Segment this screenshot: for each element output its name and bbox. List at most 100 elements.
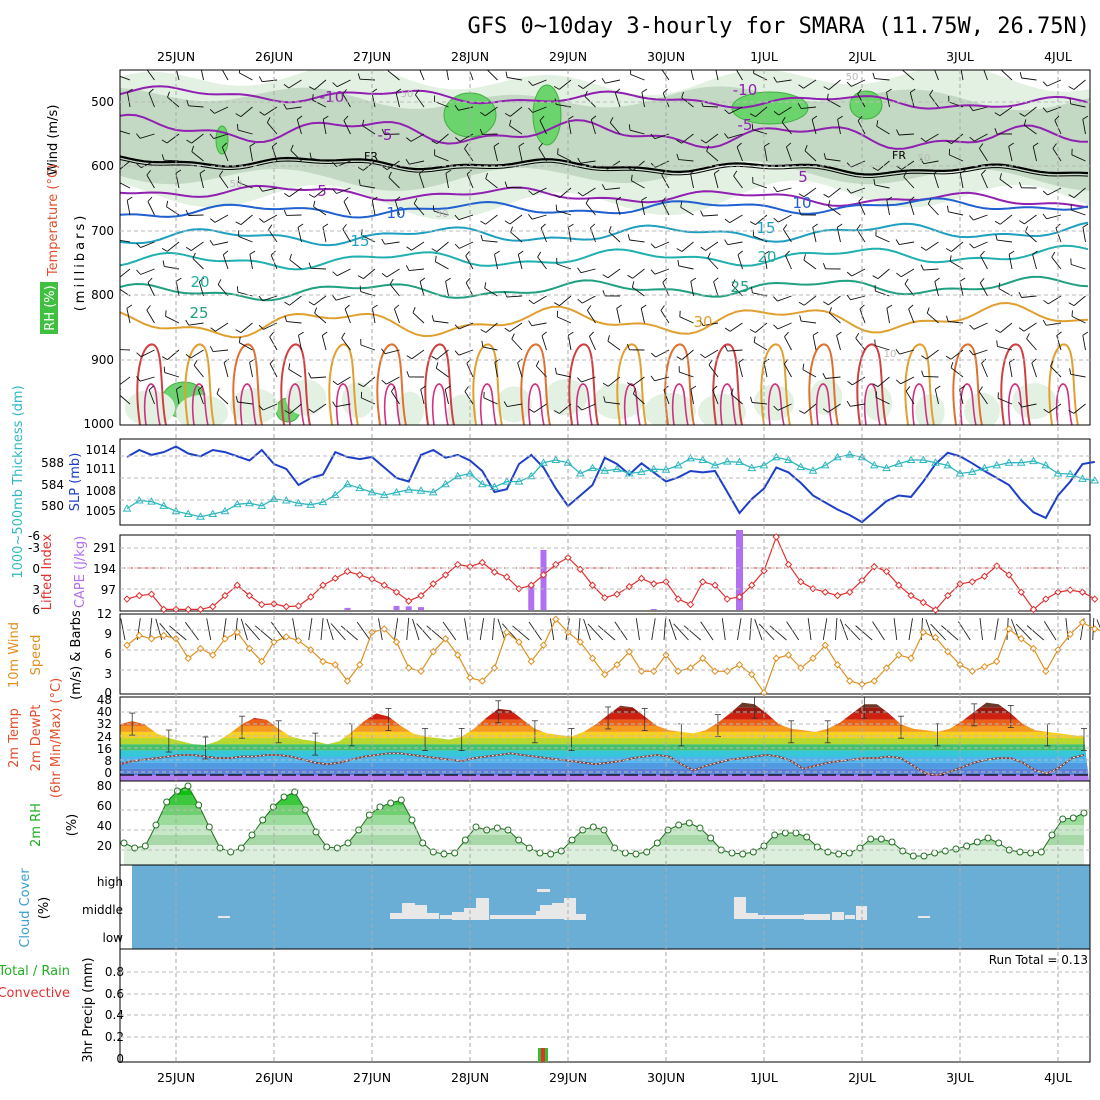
wind-barb [371,200,376,216]
wind-barb-flag [284,301,290,306]
wind-barb-flag [587,305,592,311]
cloud-cover-bar [426,913,439,919]
thickness-point [343,479,352,488]
wind-barb-flag [271,142,278,148]
wind-barb [416,623,432,641]
wind-barb [690,389,694,405]
boundary-layer-contour [712,343,743,425]
wind-barb [120,75,131,81]
wind-barb [850,295,866,301]
wind-speed-point [319,657,327,666]
wind-barb [979,282,988,297]
ytick-label: 12 [97,607,112,621]
wind-barb [877,376,890,387]
wind-barb-flag [959,277,966,282]
rh-point [248,831,256,839]
lifted-index-point [1017,588,1025,596]
boundary-layer-contour [280,343,311,425]
wind-barb [444,389,449,405]
wind-barb-flag [313,200,316,207]
wind-barb [706,150,719,162]
contour-label: 30 [693,313,712,331]
wind-barb [269,363,278,378]
wind-barb-flag [126,196,133,201]
thickness-point [612,464,622,473]
wind-barb [900,268,915,278]
wind-barb [458,214,474,221]
wind-barb-flag [235,113,242,117]
wind-barb [857,93,866,108]
wind-barb [556,103,572,108]
series-dewpoint-dash [120,752,1085,776]
cape-bar [540,550,547,610]
wind-speed-point [552,615,560,623]
ytick-label: 588 [41,456,64,470]
wind-barb-flag [114,234,115,240]
wind-barb [322,119,327,135]
wind-barb [822,618,828,641]
cape-bar [418,607,424,610]
wind-barb-flag [1026,333,1030,339]
wind-barb [394,618,399,641]
wind-barb-flag [176,277,182,282]
wind-barb [836,335,841,351]
wind-barb [567,335,572,351]
wind-barb [363,160,376,171]
boundary-layer-contour [952,343,983,425]
wind-barb-flag [979,143,984,149]
wind-barb [442,621,457,641]
wind-barb [559,187,572,198]
wind-barb [139,133,155,139]
wind-barb-flag [148,385,154,391]
thickness-point [257,501,267,509]
wind-barb [899,349,915,355]
cloud-cover-bar [490,915,550,919]
wind-barb [651,618,656,641]
wind-barb [485,178,498,189]
wind-barb-flag [509,119,512,126]
wind-barb-flag [235,396,239,403]
ytick-label: 80 [97,779,112,793]
lifted-index-point [797,578,805,586]
wind-barb-flag [146,305,151,311]
wind-barb [633,393,645,405]
wind-barb [580,268,596,274]
wind-barb [1046,322,1062,326]
run-total-label: Run Total = 0.13 [989,953,1088,967]
wind-barb-flag [420,385,426,390]
wind-barb-flag [753,336,756,343]
wind-barb [387,70,400,81]
wind-barb-flag [381,128,385,135]
wind-barb-flag [435,362,439,369]
wind-barb-flag [641,196,647,201]
wind-barb-flag [1008,250,1015,255]
wind-barb-flag [690,277,697,282]
wind-barb [700,621,714,641]
panel-2m-temp: 48 40 32 24 16 8 0 2m Temp 2m DewPt (6hr… [7,678,1091,798]
wind-barb [556,373,572,378]
wind-barb-flag [749,329,756,333]
wind-barb-flag [920,246,927,251]
wind-barb-flag [856,224,861,230]
ytick-label: 24 [97,730,112,744]
wind-barb [997,239,1013,243]
rh-point [280,793,288,801]
wind-speed-point [527,657,535,666]
wind-barb [197,389,204,405]
temperature-band [120,719,1090,726]
wind-barb [851,268,866,277]
wind-barb [874,78,890,81]
wind-barb-flag [872,275,879,279]
wind-barb [240,618,248,641]
wind-barb [1046,106,1062,113]
thickness-point [906,455,916,463]
wind-barb [314,312,327,324]
wind-barb [923,268,939,271]
wind-barb-flag [662,277,668,283]
wind-barb [426,625,444,641]
wind-barb [926,349,939,360]
wind-barb-flag [872,383,879,387]
lifted-index-point [490,568,499,576]
wind-barb-flag [284,193,290,198]
wind-barb [981,363,988,378]
